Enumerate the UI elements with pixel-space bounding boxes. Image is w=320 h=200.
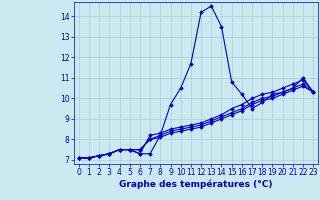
X-axis label: Graphe des températures (°C): Graphe des températures (°C): [119, 180, 273, 189]
